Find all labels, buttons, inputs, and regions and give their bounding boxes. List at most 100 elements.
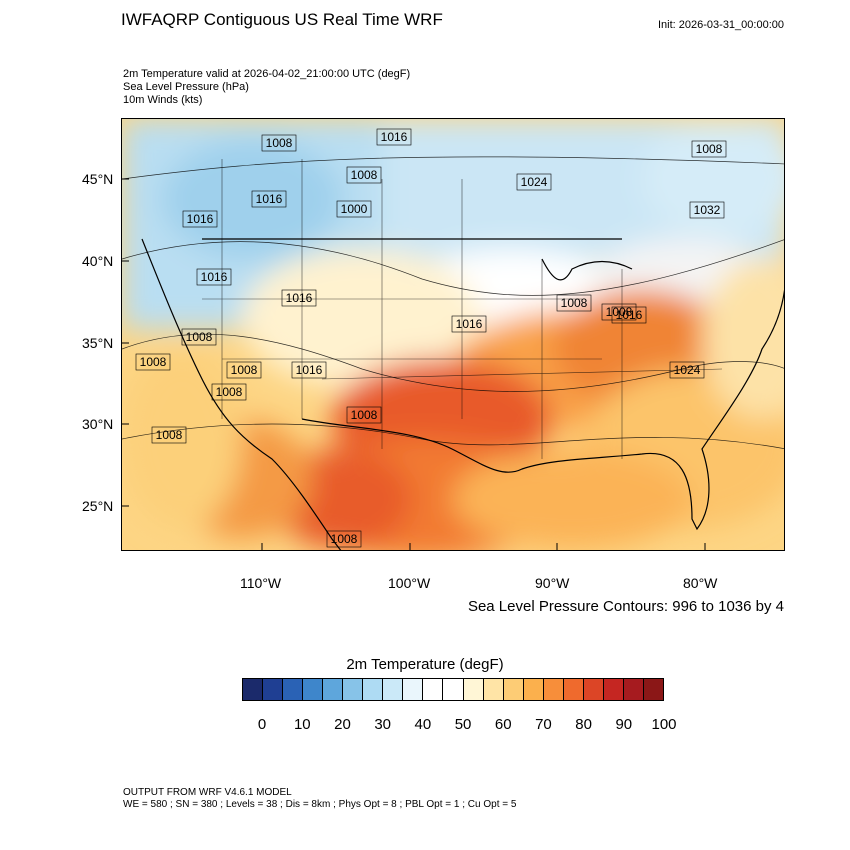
map-svg: 1008 101610081016100810001016102410321016… <box>122 119 784 550</box>
colorbar-swatch <box>323 679 344 700</box>
field-line-temperature: 2m Temperature valid at 2026-04-02_21:00… <box>123 68 411 80</box>
pressure-labels: 1008 101610081016100810001016102410321016… <box>135 128 727 548</box>
pressure-label: 1008 <box>331 532 358 546</box>
pressure-label-box <box>691 140 727 158</box>
pressure-label-box <box>516 173 552 191</box>
colorbar-label: 100 <box>651 716 677 733</box>
lat-label-35: 35°N <box>82 335 114 351</box>
pressure-label-box <box>601 303 637 321</box>
pressure-label: 1024 <box>674 363 701 377</box>
lon-label-110: 110°W <box>240 575 282 591</box>
colorbar-swatch <box>343 679 364 700</box>
coastlines <box>141 238 784 550</box>
pressure-label: 1016 <box>286 291 313 305</box>
pressure-label-box <box>211 383 247 401</box>
colorbar-swatch <box>503 679 524 700</box>
colorbar-swatch <box>283 679 304 700</box>
page-title: IWFAQRP Contiguous US Real Time WRF <box>121 10 443 29</box>
colorbar-title: 2m Temperature (degF) <box>346 656 504 673</box>
colorbar-swatch <box>483 679 504 700</box>
pressure-label: 1008 <box>606 305 633 319</box>
pressure-label: 1016 <box>201 270 228 284</box>
colorbar-swatch <box>463 679 484 700</box>
pressure-label: 1008 <box>186 330 213 344</box>
colorbar-swatch <box>303 679 324 700</box>
pressure-label-box <box>181 328 217 346</box>
lat-label-40: 40°N <box>82 253 114 269</box>
pressure-label-box <box>251 190 287 208</box>
pressure-label: 1008 <box>216 385 243 399</box>
pressure-label: 1032 <box>694 203 721 217</box>
colorbar-label: 20 <box>334 716 351 733</box>
pressure-label-box <box>196 268 232 286</box>
colorbar-swatch <box>263 679 284 700</box>
pressure-label-box <box>261 134 297 152</box>
colorbar-label: 50 <box>454 716 472 733</box>
colorbar-label: 10 <box>293 716 311 733</box>
contour-note: Sea Level Pressure Contours: 996 to 1036… <box>467 598 784 615</box>
pressure-contours <box>122 156 784 450</box>
pressure-label: 1016 <box>456 317 483 331</box>
lon-label-90: 90°W <box>535 575 570 591</box>
pressure-label: 1016 <box>256 192 283 206</box>
pressure-label: 1008 <box>266 136 293 150</box>
pressure-label-box <box>281 289 317 307</box>
pressure-label-box <box>346 166 382 184</box>
colorbar-swatch <box>603 679 624 700</box>
pressure-label-box <box>451 315 487 333</box>
colorbar-swatch <box>383 679 404 700</box>
pressure-label-box <box>336 200 372 218</box>
weather-map: 1008 1016 1008 1016 1008 1000 1016 1024 1032 1016… <box>121 118 785 551</box>
colorbar-label: 90 <box>615 716 633 733</box>
pressure-label-box <box>182 210 218 228</box>
pressure-label-box <box>226 361 262 379</box>
colorbar-label: 70 <box>535 716 552 733</box>
pressure-label: 1008 <box>156 428 183 442</box>
pressure-label: 1024 <box>521 175 548 189</box>
pressure-label-box <box>135 353 171 371</box>
footer-config: WE = 580 ; SN = 380 ; Levels = 38 ; Dis … <box>123 799 517 810</box>
lat-label-25: 25°N <box>82 498 114 514</box>
colorbar-swatch <box>523 679 544 700</box>
pressure-label: 1008 <box>696 142 723 156</box>
colorbar-swatch <box>423 679 444 700</box>
pressure-label-box <box>326 530 362 548</box>
pressure-label: 1008 <box>351 408 378 422</box>
lat-label-30: 30°N <box>82 416 114 432</box>
init-time: Init: 2026-03-31_00:00:00 <box>658 19 784 31</box>
pressure-label: 1016 <box>616 308 643 322</box>
pressure-label-box <box>151 426 187 444</box>
colorbar-label: 60 <box>494 716 512 733</box>
lon-label-80: 80°W <box>683 575 718 591</box>
pressure-label: 1008 <box>561 296 588 310</box>
colorbar-swatch <box>543 679 564 700</box>
colorbar <box>242 678 664 701</box>
pressure-label: 1016 <box>296 363 323 377</box>
colorbar-swatch <box>403 679 424 700</box>
pressure-label: 1016 <box>381 130 408 144</box>
pressure-label-box <box>346 406 382 424</box>
field-line-pressure: Sea Level Pressure (hPa) <box>123 81 249 93</box>
colorbar-swatch <box>643 679 663 700</box>
colorbar-swatch <box>623 679 644 700</box>
pressure-label: 1008 <box>140 355 167 369</box>
pressure-label: 1008 <box>351 168 378 182</box>
colorbar-label: 40 <box>414 716 432 733</box>
footer-model: OUTPUT FROM WRF V4.6.1 MODEL <box>123 787 292 798</box>
lat-label-45: 45°N <box>82 171 114 187</box>
field-line-winds: 10m Winds (kts) <box>123 94 203 106</box>
colorbar-swatch <box>563 679 584 700</box>
pressure-label-box <box>376 128 412 146</box>
colorbar-swatch <box>243 679 264 700</box>
pressure-label-box <box>669 361 705 379</box>
pressure-label: 1016 <box>187 212 214 226</box>
pressure-label: 1000 <box>341 202 368 216</box>
pressure-label: 1008 <box>231 363 258 377</box>
colorbar-label: 0 <box>257 716 267 733</box>
pressure-label-box <box>611 306 647 324</box>
pressure-label-box <box>291 361 327 379</box>
colorbar-label: 30 <box>374 716 391 733</box>
colorbar-label: 80 <box>575 716 592 733</box>
pressure-label-box <box>556 294 592 312</box>
colorbar-swatch <box>443 679 464 700</box>
